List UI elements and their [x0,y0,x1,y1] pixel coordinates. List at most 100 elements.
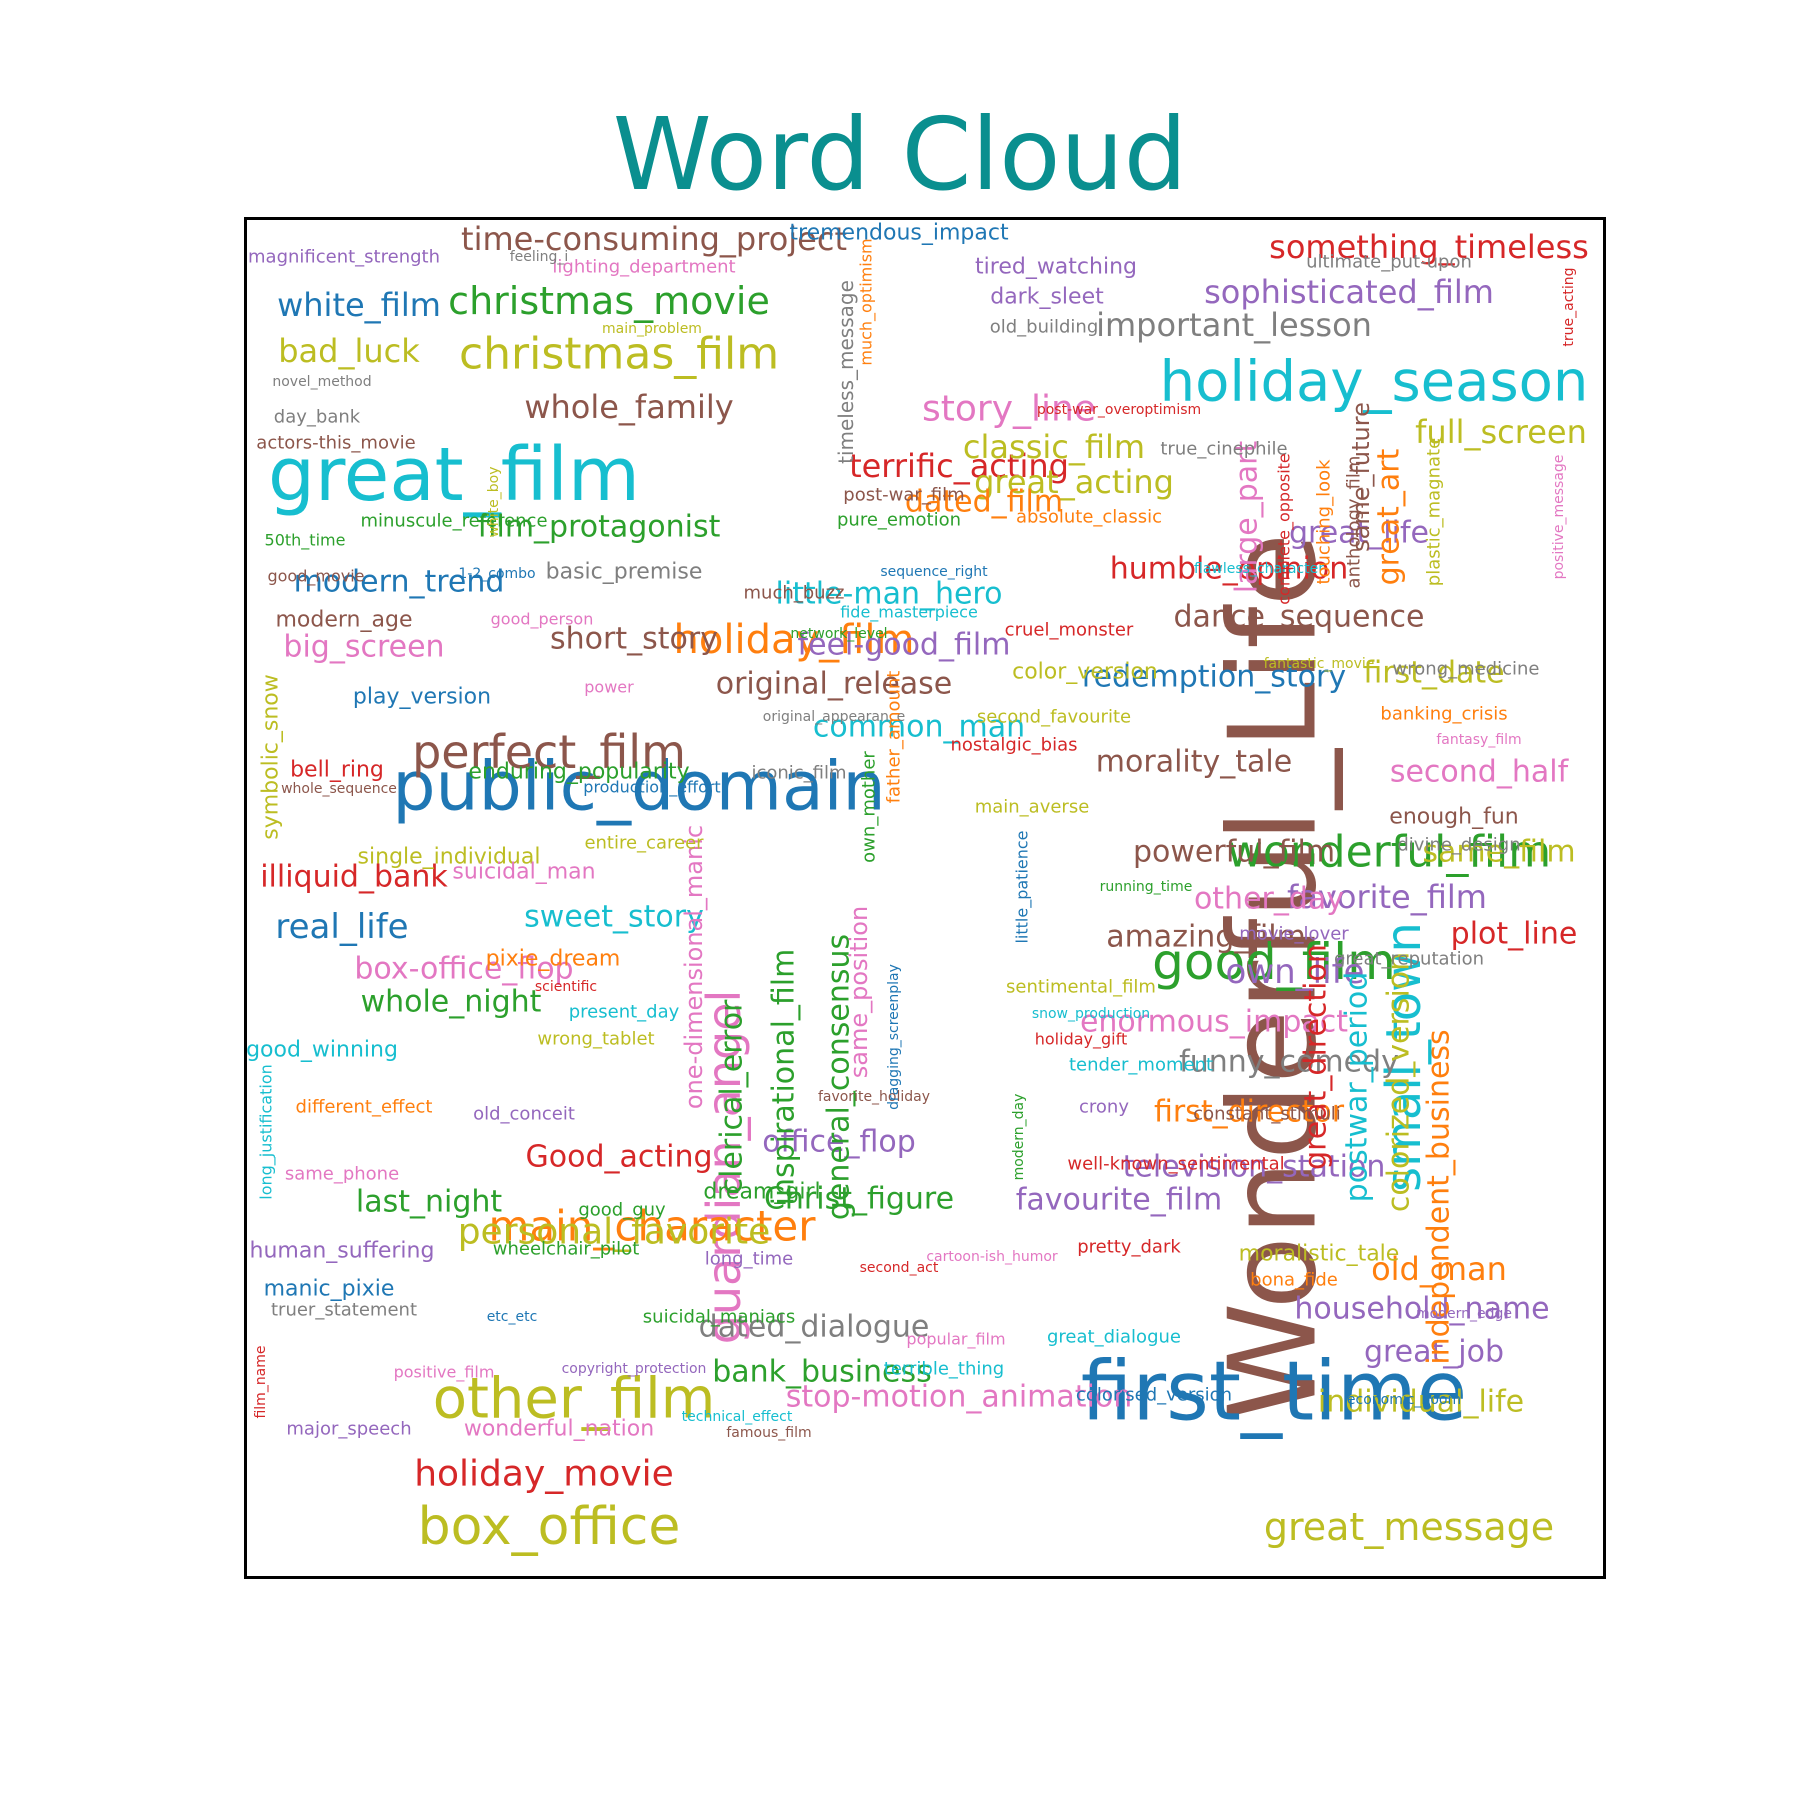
word-well-known-sentimental: well-known_sentimental [1067,1154,1284,1175]
word-holiday-movie: holiday_movie [414,1454,674,1495]
word-illiquid-bank: illiquid_bank [260,860,448,895]
word-funny-comedy: funny_comedy [1179,1045,1399,1080]
word-banking-crisis: banking_crisis [1380,704,1507,725]
word-favorite-film: favorite_film [1287,878,1487,916]
word-story-line: story_line [922,389,1096,430]
word-positive-film: positive_film [394,1363,495,1383]
word-old-conceit: old_conceit [473,1104,575,1125]
word-etc-etc: etc_etc [487,1309,538,1325]
word-feeling-i: feeling_i [510,249,569,265]
word-christmas-movie: christmas_movie [448,279,770,323]
word-sequence-right: sequence_right [880,564,988,580]
word-dated-film: dated_film [905,485,1063,520]
word-whole-night: whole_night [361,985,542,1020]
word-famous-film: famous_film [726,1425,811,1441]
word-christ-figure: Christ_figure [764,1182,954,1217]
word-cruel-monster: cruel_monster [1005,620,1134,641]
word-holiday-gift: holiday_gift [1035,1030,1127,1050]
word-different-effect: different_effect [296,1097,433,1118]
word-inspirational-film: inspirational_film [767,949,802,1206]
word-crony: crony [1079,1097,1129,1118]
word-little-patience: little_patience [1013,830,1033,943]
word-holiday-season: holiday_season [1160,350,1589,415]
word-good-person: good_person [491,610,594,630]
word-bank-business: bank_business [712,1355,932,1390]
word-snow-production: snow_production [1032,1006,1150,1022]
word-christmas-film: christmas_film [459,329,779,380]
word-television-station: television_station [1123,1150,1386,1185]
word-something-timeless: something_timeless [1269,228,1589,266]
word-sentimental-film: sentimental_film [1006,977,1156,998]
word-good-winning: good_winning [246,1038,398,1063]
word-manic-pixie: manic_pixie [264,1277,395,1302]
word-nostalgic-bias: nostalgic_bias [950,735,1077,756]
word-enormous-impact: enormous_impact [1080,1005,1348,1040]
word-post-war-film: post-war_film [843,485,964,506]
word-main-character: main_character [488,1202,816,1251]
word-old-building: old_building [990,317,1099,338]
word-father-amount: father_amount [884,671,905,804]
word-pure-emotion: pure_emotion [837,510,961,531]
word-large-part: large_part [1230,440,1265,593]
word-50th-time: 50th_time [265,531,346,551]
word-colorized-version: colorized_version [1382,952,1417,1212]
word-enduring-popularity: enduring_popularity [468,760,689,785]
word-second-half: second_half [1390,755,1570,790]
word-original-appearance: original_appearance [763,709,905,725]
word-present-day: present_day [569,1002,680,1023]
word-amazing-film: amazing_film [1106,920,1306,955]
word-tired-watching: tired_watching [975,255,1137,280]
word-own-mother: own_mother [859,751,880,863]
word-great-film: great_film [268,432,640,518]
word-original-release: original_release [716,667,953,702]
word-wrong-medicine: wrong_medicine [1393,659,1540,680]
word-modern-day: modern_day [1011,1094,1027,1181]
word-important-lesson: important_lesson [1096,306,1372,344]
word-little-man-hero: little-man_hero [776,577,1003,612]
word-post-war-overoptimism: post-war_overoptimism [1037,402,1201,418]
word-dragging-screenplay: dragging_screenplay [886,964,902,1110]
word-cartoon-ish-humor: cartoon-ish_humor [926,1249,1058,1265]
word-wonderful-film: wonderful_film [1227,827,1551,878]
word-sweet-story: sweet_story [524,900,704,935]
word-network-level: network_level [790,626,887,642]
word-magnificent-strength: magnificent_strength [248,247,440,268]
word-wonderful-life: Wonderful_Life [1205,533,1344,1421]
word-one-dimensional-manic: one-dimensional_manic [680,825,708,1109]
word-public-domain: public_domain [392,748,885,827]
word-personal-favorite: personal_favorite [458,1212,771,1253]
word-symbolic-snow: symbolic_snow [259,674,284,840]
word-copyright-protection: copyright_protection [562,1361,707,1377]
word-flawless-character: flawless_character [1194,561,1324,577]
word-absolute-classic: absolute_classic [1016,507,1162,528]
word-long-time: long_time [705,1249,794,1270]
word-whole-family: whole_family [524,388,733,426]
word-positive-message: positive_message [1551,455,1567,580]
word-economic-boom: economic_boom [1347,1392,1461,1408]
word-fide-masterpiece: fide_masterpiece [840,603,978,623]
word-much-buzz: much_buzz [744,583,845,604]
word-modern-edge: modern_edge [1416,1306,1512,1322]
word-dated-dialogue: dated_dialogue [699,1310,930,1345]
word-second-act: second_act [860,1260,939,1276]
word-whole-sequence: whole_sequence [281,781,397,797]
word-moralistic-tale: moralistic_tale [1239,1242,1400,1267]
word-entire-career: entire_career [584,833,704,854]
word-great-art: great_art [1372,448,1407,585]
word-holiday-film: holiday_film [674,617,915,663]
word-enough-fun: enough_fun [1389,805,1518,830]
word-constant-stimuli: constant_stimuli [1193,1104,1341,1125]
word-old-man: old_man [1371,1250,1507,1288]
word-production-effort: production_effort [583,778,720,798]
word-plastic-magnate: plastic_magnate [1424,438,1445,586]
word-great-message: great_message [1264,1505,1554,1549]
word-same-film: same_film [1422,835,1575,870]
word-box-office: box_office [418,1497,681,1557]
word-ultimate-put-upon: ultimate_put-upon [1306,252,1472,273]
word-novel-method: novel_method [272,374,371,390]
word-good-acting: Good_acting [525,1140,712,1175]
word-modern-age: modern_age [276,608,413,633]
word-feel-good-film: feel-good_film [798,628,1011,663]
word-great-life: great_life [1289,516,1429,551]
word-much-optimism: much_optimism [857,238,877,365]
